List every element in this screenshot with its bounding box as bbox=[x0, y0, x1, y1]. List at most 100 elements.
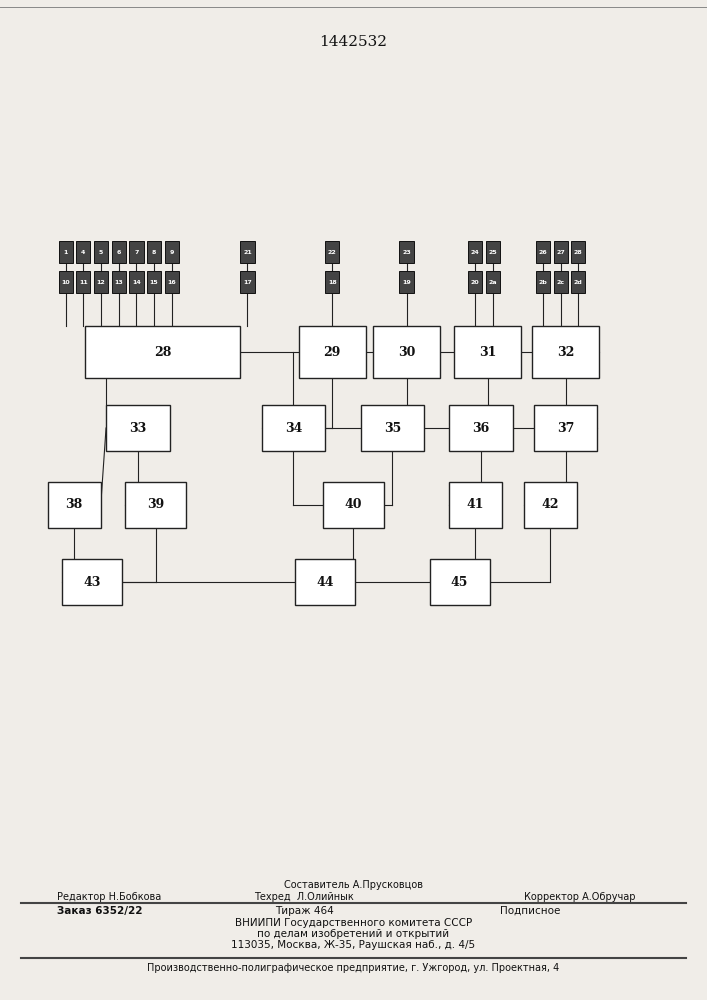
Text: 45: 45 bbox=[451, 576, 468, 588]
FancyBboxPatch shape bbox=[361, 405, 424, 451]
Text: 12: 12 bbox=[97, 279, 105, 284]
FancyBboxPatch shape bbox=[324, 482, 383, 528]
FancyBboxPatch shape bbox=[373, 326, 440, 378]
FancyBboxPatch shape bbox=[76, 271, 90, 293]
FancyBboxPatch shape bbox=[454, 326, 521, 378]
FancyBboxPatch shape bbox=[165, 241, 179, 263]
Text: 29: 29 bbox=[324, 346, 341, 359]
FancyBboxPatch shape bbox=[240, 241, 255, 263]
FancyBboxPatch shape bbox=[571, 241, 585, 263]
Text: 38: 38 bbox=[66, 498, 83, 512]
Text: 31: 31 bbox=[479, 346, 496, 359]
Text: 2d: 2d bbox=[574, 279, 583, 284]
FancyBboxPatch shape bbox=[554, 241, 568, 263]
Text: 36: 36 bbox=[472, 422, 489, 434]
Text: Заказ 6352/22: Заказ 6352/22 bbox=[57, 906, 142, 916]
Text: Производственно-полиграфическое предприятие, г. Ужгород, ул. Проектная, 4: Производственно-полиграфическое предприя… bbox=[147, 963, 560, 973]
Text: 18: 18 bbox=[328, 279, 337, 284]
Text: 41: 41 bbox=[467, 498, 484, 512]
FancyBboxPatch shape bbox=[94, 241, 108, 263]
Text: 19: 19 bbox=[402, 279, 411, 284]
Text: 10: 10 bbox=[62, 279, 70, 284]
Text: 26: 26 bbox=[539, 249, 547, 254]
Text: 16: 16 bbox=[168, 279, 176, 284]
Text: Подписное: Подписное bbox=[500, 906, 561, 916]
FancyBboxPatch shape bbox=[76, 241, 90, 263]
FancyBboxPatch shape bbox=[571, 271, 585, 293]
FancyBboxPatch shape bbox=[486, 241, 500, 263]
FancyBboxPatch shape bbox=[147, 271, 161, 293]
FancyBboxPatch shape bbox=[468, 241, 482, 263]
Text: Тираж 464: Тираж 464 bbox=[274, 906, 334, 916]
FancyBboxPatch shape bbox=[399, 271, 414, 293]
FancyBboxPatch shape bbox=[399, 241, 414, 263]
FancyBboxPatch shape bbox=[59, 241, 73, 263]
Text: 37: 37 bbox=[557, 422, 574, 434]
FancyBboxPatch shape bbox=[325, 241, 339, 263]
Text: 43: 43 bbox=[83, 576, 100, 588]
Text: 9: 9 bbox=[170, 249, 174, 254]
Text: 21: 21 bbox=[243, 249, 252, 254]
Text: 8: 8 bbox=[152, 249, 156, 254]
Text: 34: 34 bbox=[285, 422, 302, 434]
FancyBboxPatch shape bbox=[47, 482, 100, 528]
Text: Составитель А.Прусковцов: Составитель А.Прусковцов bbox=[284, 880, 423, 890]
Text: 28: 28 bbox=[154, 346, 171, 359]
Text: 6: 6 bbox=[117, 249, 121, 254]
FancyBboxPatch shape bbox=[147, 241, 161, 263]
FancyBboxPatch shape bbox=[112, 271, 126, 293]
Text: 7: 7 bbox=[134, 249, 139, 254]
Text: 13: 13 bbox=[115, 279, 123, 284]
FancyBboxPatch shape bbox=[325, 271, 339, 293]
Text: по делам изобретений и открытий: по делам изобретений и открытий bbox=[257, 929, 450, 939]
Text: 24: 24 bbox=[471, 249, 479, 254]
FancyBboxPatch shape bbox=[262, 405, 325, 451]
FancyBboxPatch shape bbox=[298, 326, 366, 378]
FancyBboxPatch shape bbox=[94, 271, 108, 293]
FancyBboxPatch shape bbox=[85, 326, 240, 378]
FancyBboxPatch shape bbox=[536, 241, 550, 263]
Text: 35: 35 bbox=[384, 422, 401, 434]
FancyBboxPatch shape bbox=[59, 271, 73, 293]
Text: 23: 23 bbox=[402, 249, 411, 254]
FancyBboxPatch shape bbox=[106, 405, 170, 451]
FancyBboxPatch shape bbox=[165, 271, 179, 293]
FancyBboxPatch shape bbox=[129, 241, 144, 263]
FancyBboxPatch shape bbox=[534, 405, 597, 451]
Text: 2b: 2b bbox=[539, 279, 547, 284]
Text: 113035, Москва, Ж-35, Раушская наб., д. 4/5: 113035, Москва, Ж-35, Раушская наб., д. … bbox=[231, 940, 476, 950]
Text: 40: 40 bbox=[345, 498, 362, 512]
Text: 27: 27 bbox=[556, 249, 565, 254]
FancyBboxPatch shape bbox=[468, 271, 482, 293]
Text: 1442532: 1442532 bbox=[320, 35, 387, 49]
Text: 20: 20 bbox=[471, 279, 479, 284]
Text: Редактор Н.Бобкова: Редактор Н.Бобкова bbox=[57, 892, 160, 902]
Text: 28: 28 bbox=[574, 249, 583, 254]
FancyBboxPatch shape bbox=[240, 271, 255, 293]
Text: 39: 39 bbox=[147, 498, 164, 512]
FancyBboxPatch shape bbox=[554, 271, 568, 293]
Text: 32: 32 bbox=[557, 346, 574, 359]
FancyBboxPatch shape bbox=[112, 241, 126, 263]
Text: Техред  Л.Олийнык: Техред Л.Олийнык bbox=[254, 892, 354, 902]
Text: 4: 4 bbox=[81, 249, 86, 254]
FancyBboxPatch shape bbox=[129, 271, 144, 293]
FancyBboxPatch shape bbox=[429, 559, 489, 605]
Text: 44: 44 bbox=[317, 576, 334, 588]
Text: Корректор А.Обручар: Корректор А.Обручар bbox=[524, 892, 636, 902]
Text: 15: 15 bbox=[150, 279, 158, 284]
Text: 5: 5 bbox=[99, 249, 103, 254]
Text: 42: 42 bbox=[542, 498, 559, 512]
FancyBboxPatch shape bbox=[532, 326, 599, 378]
FancyBboxPatch shape bbox=[486, 271, 500, 293]
FancyBboxPatch shape bbox=[536, 271, 550, 293]
Text: 17: 17 bbox=[243, 279, 252, 284]
Text: 11: 11 bbox=[79, 279, 88, 284]
Text: 33: 33 bbox=[129, 422, 146, 434]
Text: 1: 1 bbox=[64, 249, 68, 254]
Text: 25: 25 bbox=[489, 249, 497, 254]
Text: 22: 22 bbox=[328, 249, 337, 254]
FancyBboxPatch shape bbox=[449, 482, 501, 528]
FancyBboxPatch shape bbox=[295, 559, 355, 605]
FancyBboxPatch shape bbox=[449, 405, 513, 451]
